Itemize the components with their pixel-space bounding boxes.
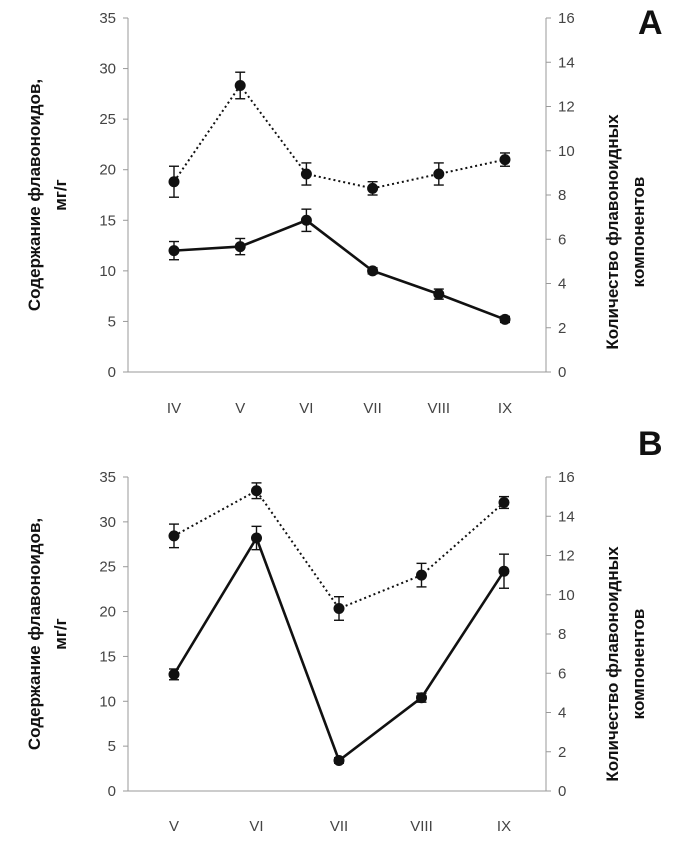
left-tick-label: 35 bbox=[99, 469, 116, 486]
panel-label: B bbox=[638, 425, 663, 463]
left-tick-label: 30 bbox=[99, 61, 116, 78]
left-axis-title-line: Содержание флавоноидов, bbox=[25, 518, 44, 750]
right-axis-title-line: компонентов bbox=[629, 177, 648, 288]
panel-b-chart: B 0 5 10 15 20 25 30 35 0 2 4 6 8 10 12 14 16 V VI VII VIII IX… bbox=[25, 425, 663, 835]
category-label: VI bbox=[299, 400, 313, 417]
right-tick-label: 16 bbox=[558, 469, 575, 486]
left-tick-label: 10 bbox=[99, 693, 116, 710]
content-data-point bbox=[416, 692, 427, 704]
left-tick-label: 30 bbox=[99, 514, 116, 531]
left-axis-title-line: мг/г bbox=[51, 179, 70, 210]
components-data-point bbox=[168, 530, 180, 542]
content-data-point bbox=[433, 288, 445, 300]
components-data-point bbox=[300, 168, 312, 180]
left-tick-label: 35 bbox=[99, 10, 116, 27]
panel-a-chart: A 0 5 10 15 20 25 30 35 0 2 4 6 8 10 12 14 16 IV V VI VII VIII… bbox=[25, 4, 663, 417]
right-tick-label: 14 bbox=[558, 508, 575, 525]
category-label: VIII bbox=[410, 818, 433, 835]
left-tick-label: 15 bbox=[99, 212, 116, 229]
content-data-point bbox=[300, 214, 312, 226]
left-axis-title: Содержание флавоноидов, мг/г bbox=[25, 79, 70, 311]
right-tick-label: 16 bbox=[558, 10, 575, 27]
right-axis-title-line: Количество флавоноидных bbox=[603, 114, 622, 350]
right-tick-label: 12 bbox=[558, 548, 575, 565]
content-data-point bbox=[367, 265, 379, 277]
right-tick-label: 8 bbox=[558, 626, 566, 643]
content-data-point bbox=[234, 241, 246, 253]
panel-label: A bbox=[638, 4, 663, 42]
right-tick-label: 0 bbox=[558, 364, 566, 381]
category-label: VII bbox=[330, 818, 348, 835]
left-tick-label: 20 bbox=[99, 604, 116, 621]
category-label: VI bbox=[249, 818, 263, 835]
right-tick-label: 6 bbox=[558, 231, 566, 248]
components-data-point bbox=[168, 176, 180, 188]
right-tick-label: 14 bbox=[558, 54, 575, 71]
components-data-point bbox=[499, 154, 511, 166]
right-tick-label: 4 bbox=[558, 276, 566, 293]
left-tick-label: 25 bbox=[99, 559, 116, 576]
left-axis-title-line: Содержание флавоноидов, bbox=[25, 79, 44, 311]
category-label: V bbox=[235, 400, 245, 417]
category-label: IV bbox=[167, 400, 181, 417]
content-data-point bbox=[498, 565, 510, 577]
content-series-line bbox=[173, 218, 506, 321]
components-data-point bbox=[433, 168, 445, 180]
category-label: IX bbox=[498, 400, 512, 417]
right-tick-label: 8 bbox=[558, 187, 566, 204]
components-data-point bbox=[416, 569, 427, 581]
category-label: V bbox=[169, 818, 179, 835]
right-tick-label: 12 bbox=[558, 99, 575, 116]
left-tick-label: 25 bbox=[99, 111, 116, 128]
content-data-point bbox=[333, 754, 345, 766]
components-series-line bbox=[173, 83, 506, 190]
left-tick-label: 10 bbox=[99, 263, 116, 280]
components-data-point bbox=[498, 497, 510, 509]
content-series-line bbox=[172, 535, 506, 763]
right-axis-title: Количество флавоноидных компонентов bbox=[603, 114, 648, 350]
content-data-point bbox=[251, 532, 262, 544]
components-data-point bbox=[333, 602, 345, 614]
right-tick-label: 4 bbox=[558, 705, 566, 722]
content-data-point bbox=[168, 668, 180, 680]
right-axis-title: Количество флавоноидных компонентов bbox=[603, 546, 648, 782]
right-tick-label: 2 bbox=[558, 320, 566, 337]
left-tick-label: 20 bbox=[99, 162, 116, 179]
left-tick-label: 15 bbox=[99, 648, 116, 665]
right-tick-label: 6 bbox=[558, 665, 566, 682]
components-data-point bbox=[251, 485, 262, 497]
right-tick-label: 0 bbox=[558, 783, 566, 800]
components-data-point bbox=[234, 79, 246, 91]
content-data-point bbox=[499, 313, 511, 325]
left-tick-label: 0 bbox=[108, 783, 116, 800]
left-axis-title-line: мг/г bbox=[51, 618, 70, 649]
right-axis-title-line: компонентов bbox=[629, 609, 648, 720]
right-tick-label: 2 bbox=[558, 744, 566, 761]
left-tick-label: 0 bbox=[108, 364, 116, 381]
left-tick-label: 5 bbox=[108, 738, 116, 755]
right-axis-title-line: Количество флавоноидных bbox=[603, 546, 622, 782]
right-tick-label: 10 bbox=[558, 143, 575, 160]
right-tick-label: 10 bbox=[558, 587, 575, 604]
left-tick-label: 5 bbox=[108, 313, 116, 330]
category-label: IX bbox=[497, 818, 511, 835]
content-data-point bbox=[168, 245, 180, 257]
category-label: VIII bbox=[428, 400, 451, 417]
components-data-point bbox=[367, 182, 379, 194]
category-label: VII bbox=[363, 400, 381, 417]
left-axis-title: Содержание флавоноидов, мг/г bbox=[25, 518, 70, 750]
